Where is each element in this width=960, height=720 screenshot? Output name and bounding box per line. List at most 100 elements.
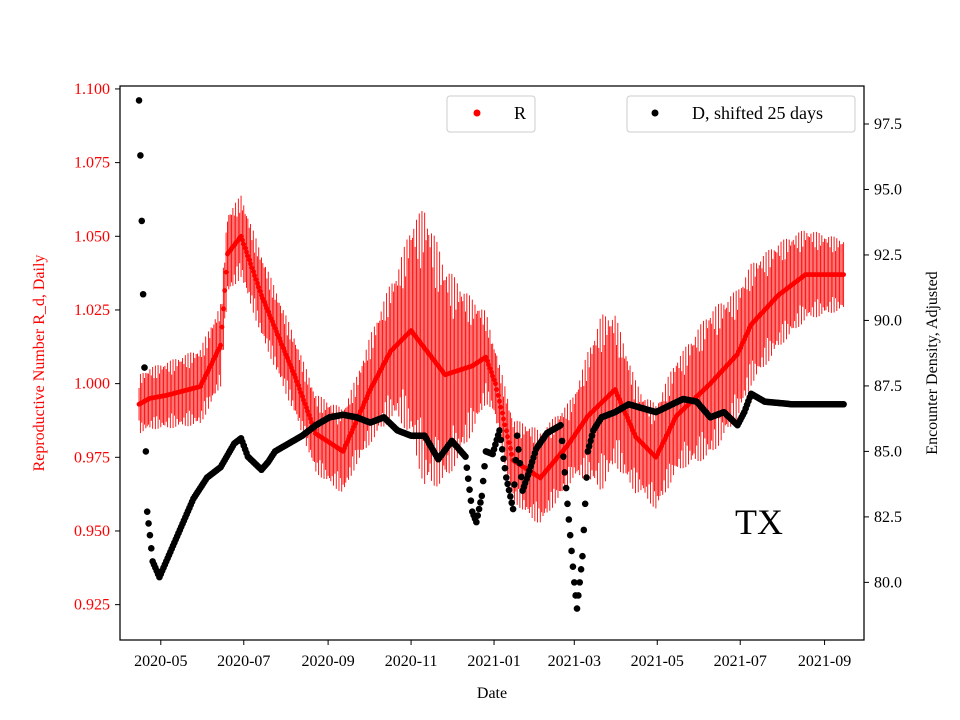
d-point <box>558 437 566 445</box>
d-point <box>467 497 475 504</box>
d-point <box>498 446 506 453</box>
d-point <box>517 473 525 481</box>
d-point <box>137 152 144 159</box>
d-point <box>584 448 592 455</box>
d-point <box>561 469 569 476</box>
d-point <box>566 531 574 539</box>
d-point <box>515 446 522 453</box>
d-point <box>474 512 482 519</box>
legend-d: D, shifted 25 days <box>626 95 856 133</box>
x-tick-label: 2021-03 <box>548 653 601 670</box>
right-y-tick-label: 80.0 <box>874 574 902 591</box>
d-point <box>475 505 483 513</box>
d-point <box>502 474 510 481</box>
d-series <box>135 97 847 612</box>
left-y-tick-label: 0.975 <box>74 449 110 466</box>
legend-d-label: D, shifted 25 days <box>692 103 823 123</box>
x-tick-label: 2020-09 <box>301 653 354 670</box>
right-y-tick-label: 95.0 <box>874 181 902 198</box>
d-point <box>479 477 487 485</box>
x-tick-label: 2020-11 <box>385 653 438 670</box>
left-y-tick-label: 1.000 <box>74 376 110 393</box>
d-point <box>466 486 473 493</box>
left-axis-title: Reproductive Number R_d, Daily <box>31 255 48 472</box>
legend-d-box <box>626 95 856 133</box>
plot-content <box>135 97 847 612</box>
d-point <box>516 459 524 467</box>
d-point <box>577 565 585 573</box>
left-y-tick-label: 0.950 <box>74 523 110 540</box>
d-point <box>135 97 143 104</box>
left-y-tick-label: 1.075 <box>74 155 110 172</box>
d-point <box>501 464 509 472</box>
right-axis: 80.0 82.5 85.0 87.5 90.0 92.5 95.0 97.5 <box>864 116 902 591</box>
d-point <box>145 520 152 527</box>
d-point <box>840 400 847 408</box>
d-point <box>585 442 593 450</box>
x-axis: 2020-05 2020-07 2020-09 2020-11 2021-01 2021-… <box>134 640 851 670</box>
right-y-tick-label: 82.5 <box>874 509 902 526</box>
d-point <box>481 462 488 470</box>
d-point <box>579 552 586 560</box>
d-point <box>511 481 518 488</box>
d-point <box>508 499 516 507</box>
d-point <box>587 437 594 445</box>
x-axis-title: Date <box>477 685 507 702</box>
left-axis: 0.925 0.950 0.975 1.000 1.025 1.050 1.075 1.100 <box>74 81 120 614</box>
d-point <box>583 474 590 481</box>
d-point <box>142 448 150 455</box>
d-point <box>560 453 567 460</box>
plot-frame <box>119 85 865 641</box>
d-point <box>146 531 154 539</box>
right-y-tick-label: 87.5 <box>874 378 902 395</box>
d-point <box>581 500 589 508</box>
x-tick-label: 2021-05 <box>631 653 684 670</box>
x-tick-label: 2021-09 <box>798 653 851 670</box>
d-point <box>473 518 480 526</box>
legend-r-box <box>446 95 536 133</box>
d-point <box>147 545 155 552</box>
right-y-tick-label: 92.5 <box>874 247 902 264</box>
d-point <box>565 516 573 523</box>
d-point <box>463 464 471 471</box>
d-point <box>509 505 517 513</box>
d-point <box>497 436 505 444</box>
d-point <box>143 508 151 515</box>
d-point <box>478 492 486 500</box>
d-point <box>505 486 513 494</box>
legend-d-marker <box>651 109 659 117</box>
d-point <box>500 455 507 463</box>
r-point <box>841 272 846 277</box>
d-point <box>570 579 578 586</box>
d-point <box>588 432 596 439</box>
d-point <box>580 526 588 534</box>
d-point <box>496 427 503 434</box>
d-point <box>507 493 514 500</box>
d-point <box>138 217 146 225</box>
d-point <box>575 592 582 599</box>
d-point <box>504 480 511 488</box>
d-point <box>562 484 570 492</box>
x-tick-label: 2020-07 <box>217 653 270 670</box>
d-point <box>568 547 575 555</box>
left-y-tick-label: 1.050 <box>74 228 110 245</box>
d-point <box>139 290 147 298</box>
d-point <box>462 453 469 460</box>
left-y-tick-label: 1.025 <box>74 302 110 319</box>
r-series <box>136 195 846 523</box>
legend-r-marker <box>473 109 481 117</box>
legend-r: R <box>446 95 536 133</box>
right-axis-title: Encounter Density, Adjusted <box>924 271 941 454</box>
right-y-tick-label: 90.0 <box>874 312 902 329</box>
d-point <box>564 500 571 508</box>
x-tick-label: 2021-01 <box>467 653 520 670</box>
right-y-tick-label: 97.5 <box>874 116 902 133</box>
d-point <box>569 563 577 570</box>
d-point <box>141 364 148 371</box>
left-y-tick-label: 0.925 <box>74 597 110 614</box>
left-y-tick-label: 1.100 <box>74 81 110 98</box>
d-point <box>477 499 484 506</box>
legend-r-label: R <box>514 103 526 123</box>
state-annotation: TX <box>735 502 783 542</box>
